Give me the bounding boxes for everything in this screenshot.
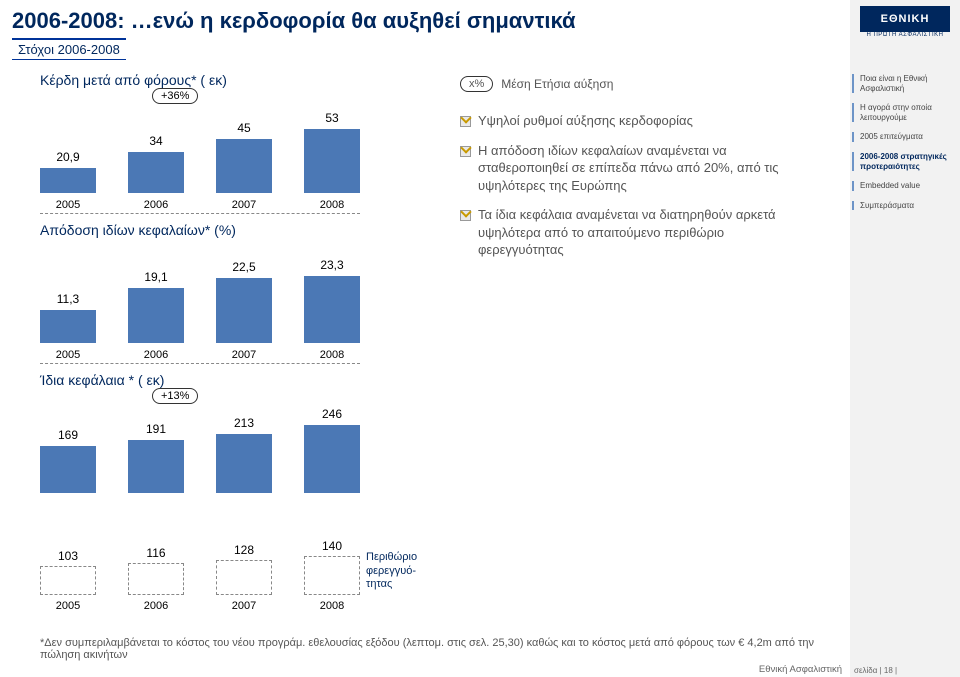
bar-xlabel: 2007: [217, 600, 271, 612]
bar-xlabel: 2007: [216, 349, 272, 361]
bar-xlabel: 2006: [129, 600, 183, 612]
sidebar-footer: σελίδα | 18 |: [854, 666, 897, 675]
chart-profit: +36% 20,92005342006452007532008: [40, 92, 360, 214]
chart-bar: 191: [128, 440, 184, 493]
sidebar-item[interactable]: Embedded value: [854, 177, 956, 195]
legend-oval: x%: [460, 76, 493, 92]
sidebar: ΕΘΝΙΚΗ Η ΠΡΩΤΗ ΑΣΦΑΛΙΣΤΙΚΗ Ποια είναι η …: [850, 0, 960, 677]
bar-xlabel: 2008: [304, 199, 360, 211]
bar-xlabel: 2005: [40, 349, 96, 361]
chart-bar: 23,32008: [304, 276, 360, 343]
brand-logo: ΕΘΝΙΚΗ: [860, 6, 950, 32]
chart-margin: 1032005116200612820071402008 Περιθώριο φ…: [40, 515, 360, 615]
chart-bar: 246: [304, 425, 360, 493]
bullet-item: Τα ίδια κεφάλαια αναμένεται να διατηρηθο…: [460, 206, 800, 259]
bar-xlabel: 2006: [128, 199, 184, 211]
legend-annual-growth: x% Μέση Ετήσια αύξηση: [460, 76, 613, 92]
bar-value: 20,9: [40, 150, 96, 164]
bullet-item: Η απόδοση ιδίων κεφαλαίων αναμένεται να …: [460, 142, 800, 195]
bar-value: 103: [41, 549, 95, 563]
sidebar-item[interactable]: 2005 επιτεύγματα: [854, 128, 956, 146]
chart-profit-title: Κέρδη μετά από φόρους* ( εκ): [40, 72, 410, 88]
sidebar-item[interactable]: 2006-2008 στρατηγικές προτεραιότητες: [854, 148, 956, 175]
chart-bar: 11,32005: [40, 310, 96, 343]
right-column: Υψηλοί ρυθμοί αύξησης κερδοφορίας Η απόδο…: [460, 112, 800, 271]
slide-body: 2006-2008: …ενώ η κερδοφορία θα αυξηθεί …: [0, 0, 850, 677]
chart-margin-side-label: Περιθώριο φερεγγυό- τητας: [366, 551, 436, 591]
bar-value: 11,3: [40, 292, 96, 306]
chart-bar: 19,12006: [128, 288, 184, 343]
bar-value: 19,1: [128, 270, 184, 284]
chart-equity: +13% 169191213246: [40, 392, 360, 513]
chart-bar: 1282007: [216, 560, 272, 595]
bar-xlabel: 2008: [305, 600, 359, 612]
slide-footer-text: Εθνική Ασφαλιστική: [759, 664, 842, 675]
bar-value: 191: [128, 422, 184, 436]
chart-bar: 20,92005: [40, 168, 96, 193]
chart-profit-badge: +36%: [152, 88, 198, 104]
chart-bar: 342006: [128, 152, 184, 193]
chart-bar: 169: [40, 446, 96, 493]
chart-bar: 1402008: [304, 556, 360, 595]
bar-xlabel: 2005: [40, 199, 96, 211]
left-column: Κέρδη μετά από φόρους* ( εκ) +36% 20,920…: [40, 72, 410, 615]
chart-bar: 452007: [216, 139, 272, 193]
bar-value: 23,3: [304, 258, 360, 272]
title-band: 2006-2008: …ενώ η κερδοφορία θα αυξηθεί …: [12, 8, 850, 60]
bar-xlabel: 2005: [41, 600, 95, 612]
chart-roe-title: Απόδοση ιδίων κεφαλαίων* (%): [40, 222, 410, 238]
bar-value: 116: [129, 546, 183, 560]
chart-equity-title: Ίδια κεφάλαια * ( εκ): [40, 372, 410, 388]
sidebar-nav: Ποια είναι η Εθνική ΑσφαλιστικήΗ αγορά σ…: [854, 70, 956, 216]
content-area: x% Μέση Ετήσια αύξηση Κέρδη μετά από φόρ…: [40, 72, 820, 632]
chart-bar: 532008: [304, 129, 360, 193]
chart-bar: 22,52007: [216, 278, 272, 343]
sidebar-item[interactable]: Συμπεράσματα: [854, 197, 956, 215]
chart-bar: 1162006: [128, 563, 184, 595]
bar-value: 22,5: [216, 260, 272, 274]
bar-value: 45: [216, 121, 272, 135]
chart-roe: 11,3200519,1200622,5200723,32008: [40, 242, 360, 364]
legend-text: Μέση Ετήσια αύξηση: [501, 77, 613, 91]
bar-xlabel: 2008: [304, 349, 360, 361]
bar-value: 53: [304, 111, 360, 125]
sidebar-item[interactable]: Η αγορά στην οποία λειτουργούμε: [854, 99, 956, 126]
footnote: *Δεν συμπεριλαμβάνεται το κόστος του νέο…: [40, 637, 820, 661]
bar-value: 213: [216, 416, 272, 430]
brand-logo-sub: Η ΠΡΩΤΗ ΑΣΦΑΛΙΣΤΙΚΗ: [860, 32, 950, 38]
bar-value: 128: [217, 543, 271, 557]
slide-subtitle: Στόχοι 2006-2008: [12, 38, 126, 60]
slide-title: 2006-2008: …ενώ η κερδοφορία θα αυξηθεί …: [12, 8, 850, 34]
bar-xlabel: 2006: [128, 349, 184, 361]
sidebar-item[interactable]: Ποια είναι η Εθνική Ασφαλιστική: [854, 70, 956, 97]
bar-value: 34: [128, 134, 184, 148]
bar-xlabel: 2007: [216, 199, 272, 211]
chart-bar: 213: [216, 434, 272, 493]
bullet-item: Υψηλοί ρυθμοί αύξησης κερδοφορίας: [460, 112, 800, 130]
bar-value: 169: [40, 428, 96, 442]
chart-bar: 1032005: [40, 566, 96, 595]
bar-value: 140: [305, 539, 359, 553]
chart-equity-badge: +13%: [152, 388, 198, 404]
bullet-list: Υψηλοί ρυθμοί αύξησης κερδοφορίας Η απόδο…: [460, 112, 800, 259]
bar-value: 246: [304, 407, 360, 421]
